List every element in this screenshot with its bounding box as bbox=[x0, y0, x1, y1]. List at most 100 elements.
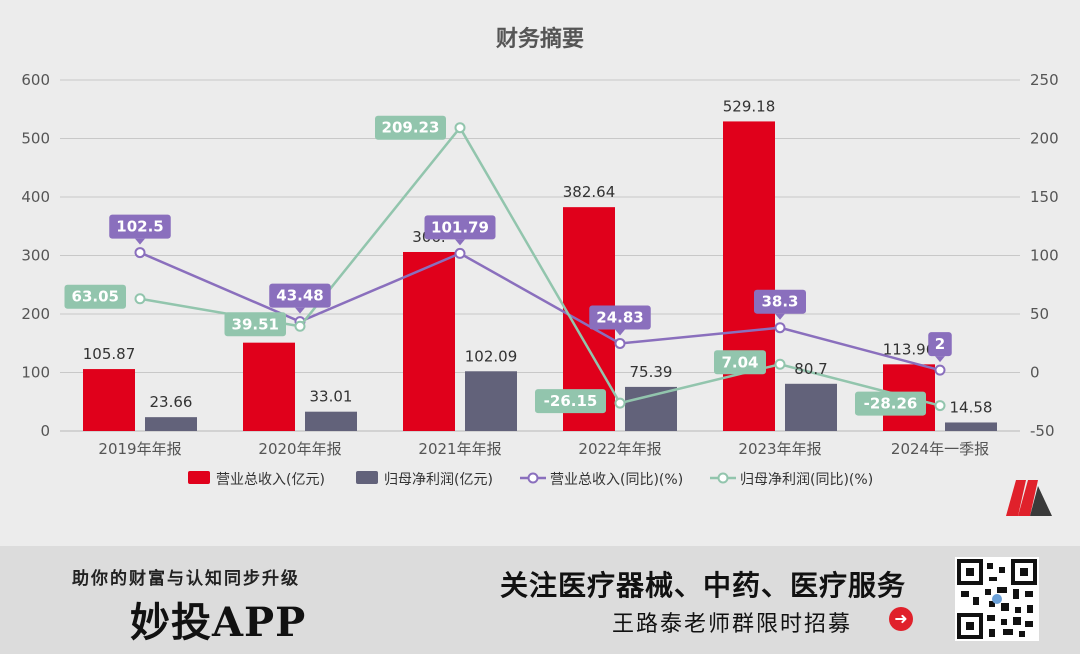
line-point bbox=[294, 320, 306, 332]
tag-bg bbox=[269, 283, 331, 308]
bar-value-label: 23.66 bbox=[150, 393, 193, 411]
tag-bg bbox=[589, 305, 651, 330]
bar bbox=[945, 422, 997, 431]
tag-bg bbox=[109, 214, 171, 239]
y-right-tick-label: 250 bbox=[1030, 71, 1059, 89]
tag-bg bbox=[424, 215, 496, 240]
promo-banner[interactable]: 助你的财富与认知同步升级 妙投APP 关注医疗器械、中药、医疗服务 王路泰老师群… bbox=[0, 546, 1080, 654]
qr-code-icon[interactable] bbox=[955, 557, 1039, 641]
line-point bbox=[934, 364, 946, 376]
bar bbox=[243, 342, 295, 431]
y-right-tick-label: 0 bbox=[1030, 364, 1040, 382]
bar-value-label: 75.39 bbox=[630, 363, 673, 381]
tag-pointer bbox=[615, 329, 625, 336]
bar bbox=[403, 251, 455, 431]
line-value-tag: 7.04 bbox=[714, 350, 766, 375]
line-value-tag: 102.5 bbox=[109, 214, 171, 245]
legend-item[interactable]: 归母净利润(同比)(%) bbox=[710, 471, 873, 488]
line-value-tag: 38.3 bbox=[754, 289, 806, 320]
y-right-tick-label: 150 bbox=[1030, 188, 1059, 206]
tag-label: 38.3 bbox=[761, 293, 798, 311]
chart-area: 财务摘要 105.87306.382.64529.18113.9623.6633… bbox=[21, 26, 1059, 516]
bar-value-label: 382.64 bbox=[563, 183, 616, 201]
y-left-tick-label: 600 bbox=[21, 71, 50, 89]
legend-swatch bbox=[188, 471, 210, 484]
line-point bbox=[134, 293, 146, 305]
tag-label: -26.15 bbox=[544, 392, 598, 410]
line-value-tag: -26.15 bbox=[535, 389, 606, 414]
axes: 0 100 200 300 400 500 600 -50 0 50 100 150 200 250 201… bbox=[21, 71, 1058, 458]
tag-label: 39.51 bbox=[232, 315, 279, 333]
x-tick-label: 2020年年报 bbox=[258, 440, 341, 458]
y-left-tick-label: 0 bbox=[40, 422, 50, 440]
gridlines bbox=[60, 79, 1020, 432]
banner-tagline: 助你的财富与认知同步升级 bbox=[72, 569, 300, 589]
tag-bg bbox=[535, 389, 606, 414]
legend-label: 归母净利润(亿元) bbox=[384, 471, 493, 488]
y-left-tick-label: 500 bbox=[21, 130, 50, 148]
tag-label: 209.23 bbox=[382, 119, 440, 137]
line-point bbox=[454, 247, 466, 259]
line-point bbox=[454, 122, 466, 134]
bar-value-label: 33.01 bbox=[310, 388, 353, 406]
line-point bbox=[134, 247, 146, 259]
bar-value-label: 14.58 bbox=[950, 398, 993, 416]
y-right-tick-label: 50 bbox=[1030, 305, 1049, 323]
bar bbox=[723, 121, 775, 432]
line-value-tag: 101.79 bbox=[424, 215, 496, 246]
line-value-tag: 43.48 bbox=[269, 283, 331, 314]
legend-item[interactable]: 营业总收入(同比)(%) bbox=[520, 472, 683, 488]
bar bbox=[625, 386, 677, 431]
x-tick-label: 2023年年报 bbox=[738, 440, 821, 458]
tag-pointer bbox=[135, 238, 145, 245]
tag-label: 43.48 bbox=[276, 287, 323, 305]
data-labels: 105.87306.382.64529.18113.9623.6633.0110… bbox=[64, 97, 993, 416]
tag-label: 24.83 bbox=[596, 308, 643, 326]
line-value-tag: 24.83 bbox=[589, 305, 651, 336]
y-left-tick-label: 400 bbox=[21, 188, 50, 206]
tag-bg bbox=[928, 332, 952, 357]
line-value-tag: 63.05 bbox=[64, 284, 126, 309]
tag-label: 7.04 bbox=[721, 353, 758, 371]
legend-marker bbox=[527, 472, 539, 484]
bar bbox=[465, 371, 517, 431]
bar-value-label: 113.96 bbox=[883, 340, 936, 358]
line-point bbox=[774, 358, 786, 370]
bar bbox=[305, 411, 357, 431]
bar bbox=[145, 417, 197, 431]
y-left-tick-label: 200 bbox=[21, 305, 50, 323]
bar bbox=[83, 369, 135, 431]
legend-item[interactable]: 营业总收入(亿元) bbox=[188, 471, 325, 488]
tag-bg bbox=[754, 289, 806, 314]
arrow-right-circle-icon[interactable]: ➜ bbox=[889, 607, 913, 631]
bar-value-label: 105.87 bbox=[83, 345, 136, 363]
bar-value-label: 80.7 bbox=[794, 360, 827, 378]
bar bbox=[785, 383, 837, 431]
tag-label: 102.5 bbox=[116, 218, 163, 236]
legend[interactable]: 营业总收入(亿元) 归母净利润(亿元) 营业总收入(同比)(%) 归母净利润(同比)(… bbox=[188, 471, 873, 488]
bar-value-label: 529.18 bbox=[723, 97, 776, 115]
tag-bg bbox=[714, 350, 766, 375]
line-point bbox=[934, 400, 946, 412]
line-value-tag: 39.51 bbox=[224, 312, 286, 337]
legend-swatch bbox=[356, 471, 378, 484]
bar-value-label: 102.09 bbox=[465, 347, 518, 365]
tag-pointer bbox=[455, 239, 465, 246]
banner-subline: 王路泰老师群限时招募 bbox=[612, 612, 853, 637]
line-point bbox=[614, 337, 626, 349]
tag-label: 63.05 bbox=[72, 288, 119, 306]
brand-m-logo-icon bbox=[1006, 480, 1052, 516]
tag-bg bbox=[855, 391, 926, 416]
line-value-tag: 2 bbox=[928, 332, 952, 363]
tag-bg bbox=[375, 115, 446, 140]
banner-app-name[interactable]: 妙投APP bbox=[130, 599, 307, 646]
legend-marker bbox=[717, 472, 729, 484]
line-value-tag: 209.23 bbox=[375, 115, 446, 140]
legend-label: 营业总收入(同比)(%) bbox=[550, 472, 683, 488]
y-right-tick-label: 100 bbox=[1030, 247, 1059, 265]
line-point bbox=[774, 322, 786, 334]
tag-label: 2 bbox=[935, 335, 945, 353]
chart-title: 财务摘要 bbox=[496, 26, 584, 52]
legend-item[interactable]: 归母净利润(亿元) bbox=[356, 471, 493, 488]
tag-label: 101.79 bbox=[431, 218, 489, 236]
